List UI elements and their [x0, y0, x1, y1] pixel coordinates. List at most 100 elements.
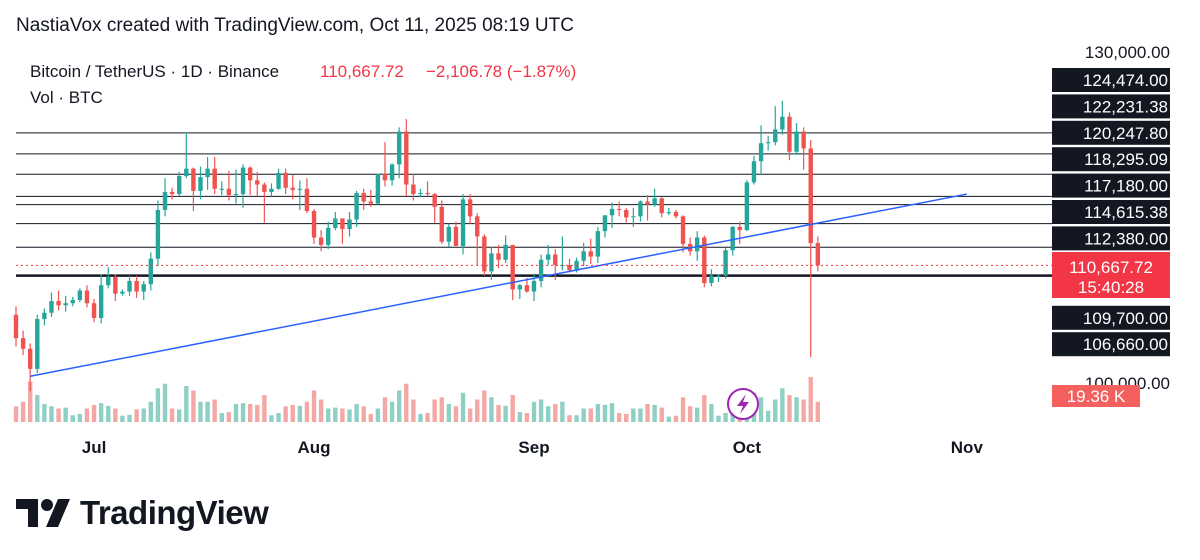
- candle-body: [758, 143, 764, 162]
- level-price-label-bg: [1052, 332, 1170, 357]
- tradingview-logo: TradingView: [16, 494, 269, 532]
- volume-bar: [269, 415, 274, 422]
- price-axis-label: 130,000.00: [1085, 43, 1170, 62]
- candle-body: [815, 243, 821, 266]
- level-price-label-bg: [1052, 200, 1170, 224]
- candle-body: [418, 193, 423, 195]
- volume-bar: [432, 399, 437, 422]
- candle-body: [616, 208, 622, 210]
- time-axis-label: Nov: [951, 438, 984, 457]
- volume-bar: [340, 408, 345, 422]
- candle-body: [219, 188, 224, 190]
- volume-bar: [794, 397, 799, 422]
- time-axis-label: Jul: [82, 438, 107, 457]
- volume-bar: [326, 408, 331, 422]
- symbol-description[interactable]: Bitcoin / TetherUS · 1D · Binance: [30, 62, 279, 81]
- volume-bar: [475, 399, 480, 422]
- btc-candlestick-chart[interactable]: 130,000.00 124,474.00 122,231.38 120,247.80…: [0, 0, 1200, 470]
- candle-body: [567, 265, 572, 271]
- candle-body: [581, 251, 586, 261]
- level-price-label: 109,700.00: [1083, 309, 1168, 328]
- volume-bar: [396, 390, 402, 422]
- level-price-label: 114,615.38: [1084, 203, 1168, 222]
- volume-bar: [687, 406, 693, 422]
- volume-bar: [638, 408, 643, 422]
- current-price-label: 110,667.72: [1069, 258, 1153, 277]
- candle-body: [368, 201, 373, 204]
- candle-body: [631, 216, 636, 218]
- volume-bar: [255, 404, 260, 422]
- ascending-trendline[interactable]: [30, 193, 967, 378]
- chart-attribution: NastiaVox created with TradingView.com, …: [16, 15, 574, 36]
- level-price-label: 118,295.09: [1084, 150, 1168, 169]
- candle-body: [283, 172, 288, 188]
- candle-body: [432, 194, 437, 207]
- volume-bar: [815, 401, 821, 422]
- candle-body: [333, 218, 338, 228]
- candle-body: [247, 167, 253, 181]
- volume-bar: [56, 408, 61, 422]
- candle-body: [361, 193, 366, 202]
- candle-body: [304, 188, 310, 212]
- level-price-label-bg: [1052, 173, 1170, 198]
- lightning-icon[interactable]: [727, 388, 759, 420]
- volume-bar: [418, 413, 423, 422]
- candle-body: [205, 168, 210, 178]
- candle-body: [42, 312, 47, 320]
- volume-bar: [609, 403, 615, 422]
- volume-bar: [63, 407, 68, 422]
- volume-bar: [545, 406, 551, 422]
- volume-indicator-label[interactable]: Vol · BTC: [30, 88, 103, 107]
- bar-countdown-label: 15:40:28: [1078, 278, 1144, 297]
- volume-bar: [262, 395, 267, 422]
- volume-bar: [467, 408, 473, 422]
- volume-bar: [631, 408, 636, 422]
- candle-body: [602, 215, 608, 232]
- volume-bar: [219, 413, 224, 422]
- volume-bar: [645, 404, 650, 422]
- level-price-label-bg: [1052, 305, 1170, 330]
- candle-body: [460, 199, 466, 246]
- volume-bar: [695, 407, 700, 422]
- volume-bar: [191, 390, 196, 422]
- volume-bar: [120, 415, 125, 422]
- candle-body: [347, 219, 352, 230]
- candle-body: [411, 184, 416, 195]
- volume-bar: [77, 413, 83, 422]
- volume-bar: [127, 414, 132, 422]
- candle-body: [730, 226, 735, 251]
- volume-bar: [347, 409, 352, 422]
- candle-body: [553, 254, 558, 266]
- volume-bar: [538, 399, 544, 422]
- candle-body: [375, 173, 381, 204]
- candle-body: [496, 253, 501, 260]
- volume-bar: [446, 404, 452, 422]
- volume-bar: [723, 413, 728, 422]
- level-price-label-bg: [1052, 120, 1170, 145]
- volume-bar: [35, 395, 40, 422]
- volume-bar: [113, 408, 118, 422]
- level-price-label-bg: [1052, 147, 1170, 172]
- volume-bar: [801, 399, 806, 422]
- level-price-label: 106,660.00: [1083, 335, 1168, 354]
- volume-bar: [375, 408, 381, 422]
- volume-bar: [595, 404, 601, 422]
- candle-body: [695, 237, 700, 252]
- candle-body: [290, 187, 295, 190]
- candle-body: [773, 129, 778, 143]
- volume-bar: [652, 404, 657, 422]
- candle-body: [155, 209, 161, 259]
- candle-body: [765, 142, 771, 144]
- candle-body: [20, 338, 26, 349]
- candle-body: [538, 259, 544, 281]
- candle-body: [638, 201, 643, 217]
- volume-bar: [588, 408, 593, 422]
- candle-body: [262, 184, 267, 192]
- level-price-label: 124,474.00: [1083, 71, 1168, 90]
- volume-bar: [389, 401, 395, 422]
- level-price-label-bg: [1052, 68, 1170, 92]
- time-axis-label: Aug: [298, 438, 331, 457]
- candle-body: [382, 173, 388, 181]
- level-price-label: 117,180.00: [1084, 177, 1168, 196]
- candle-body: [120, 291, 125, 294]
